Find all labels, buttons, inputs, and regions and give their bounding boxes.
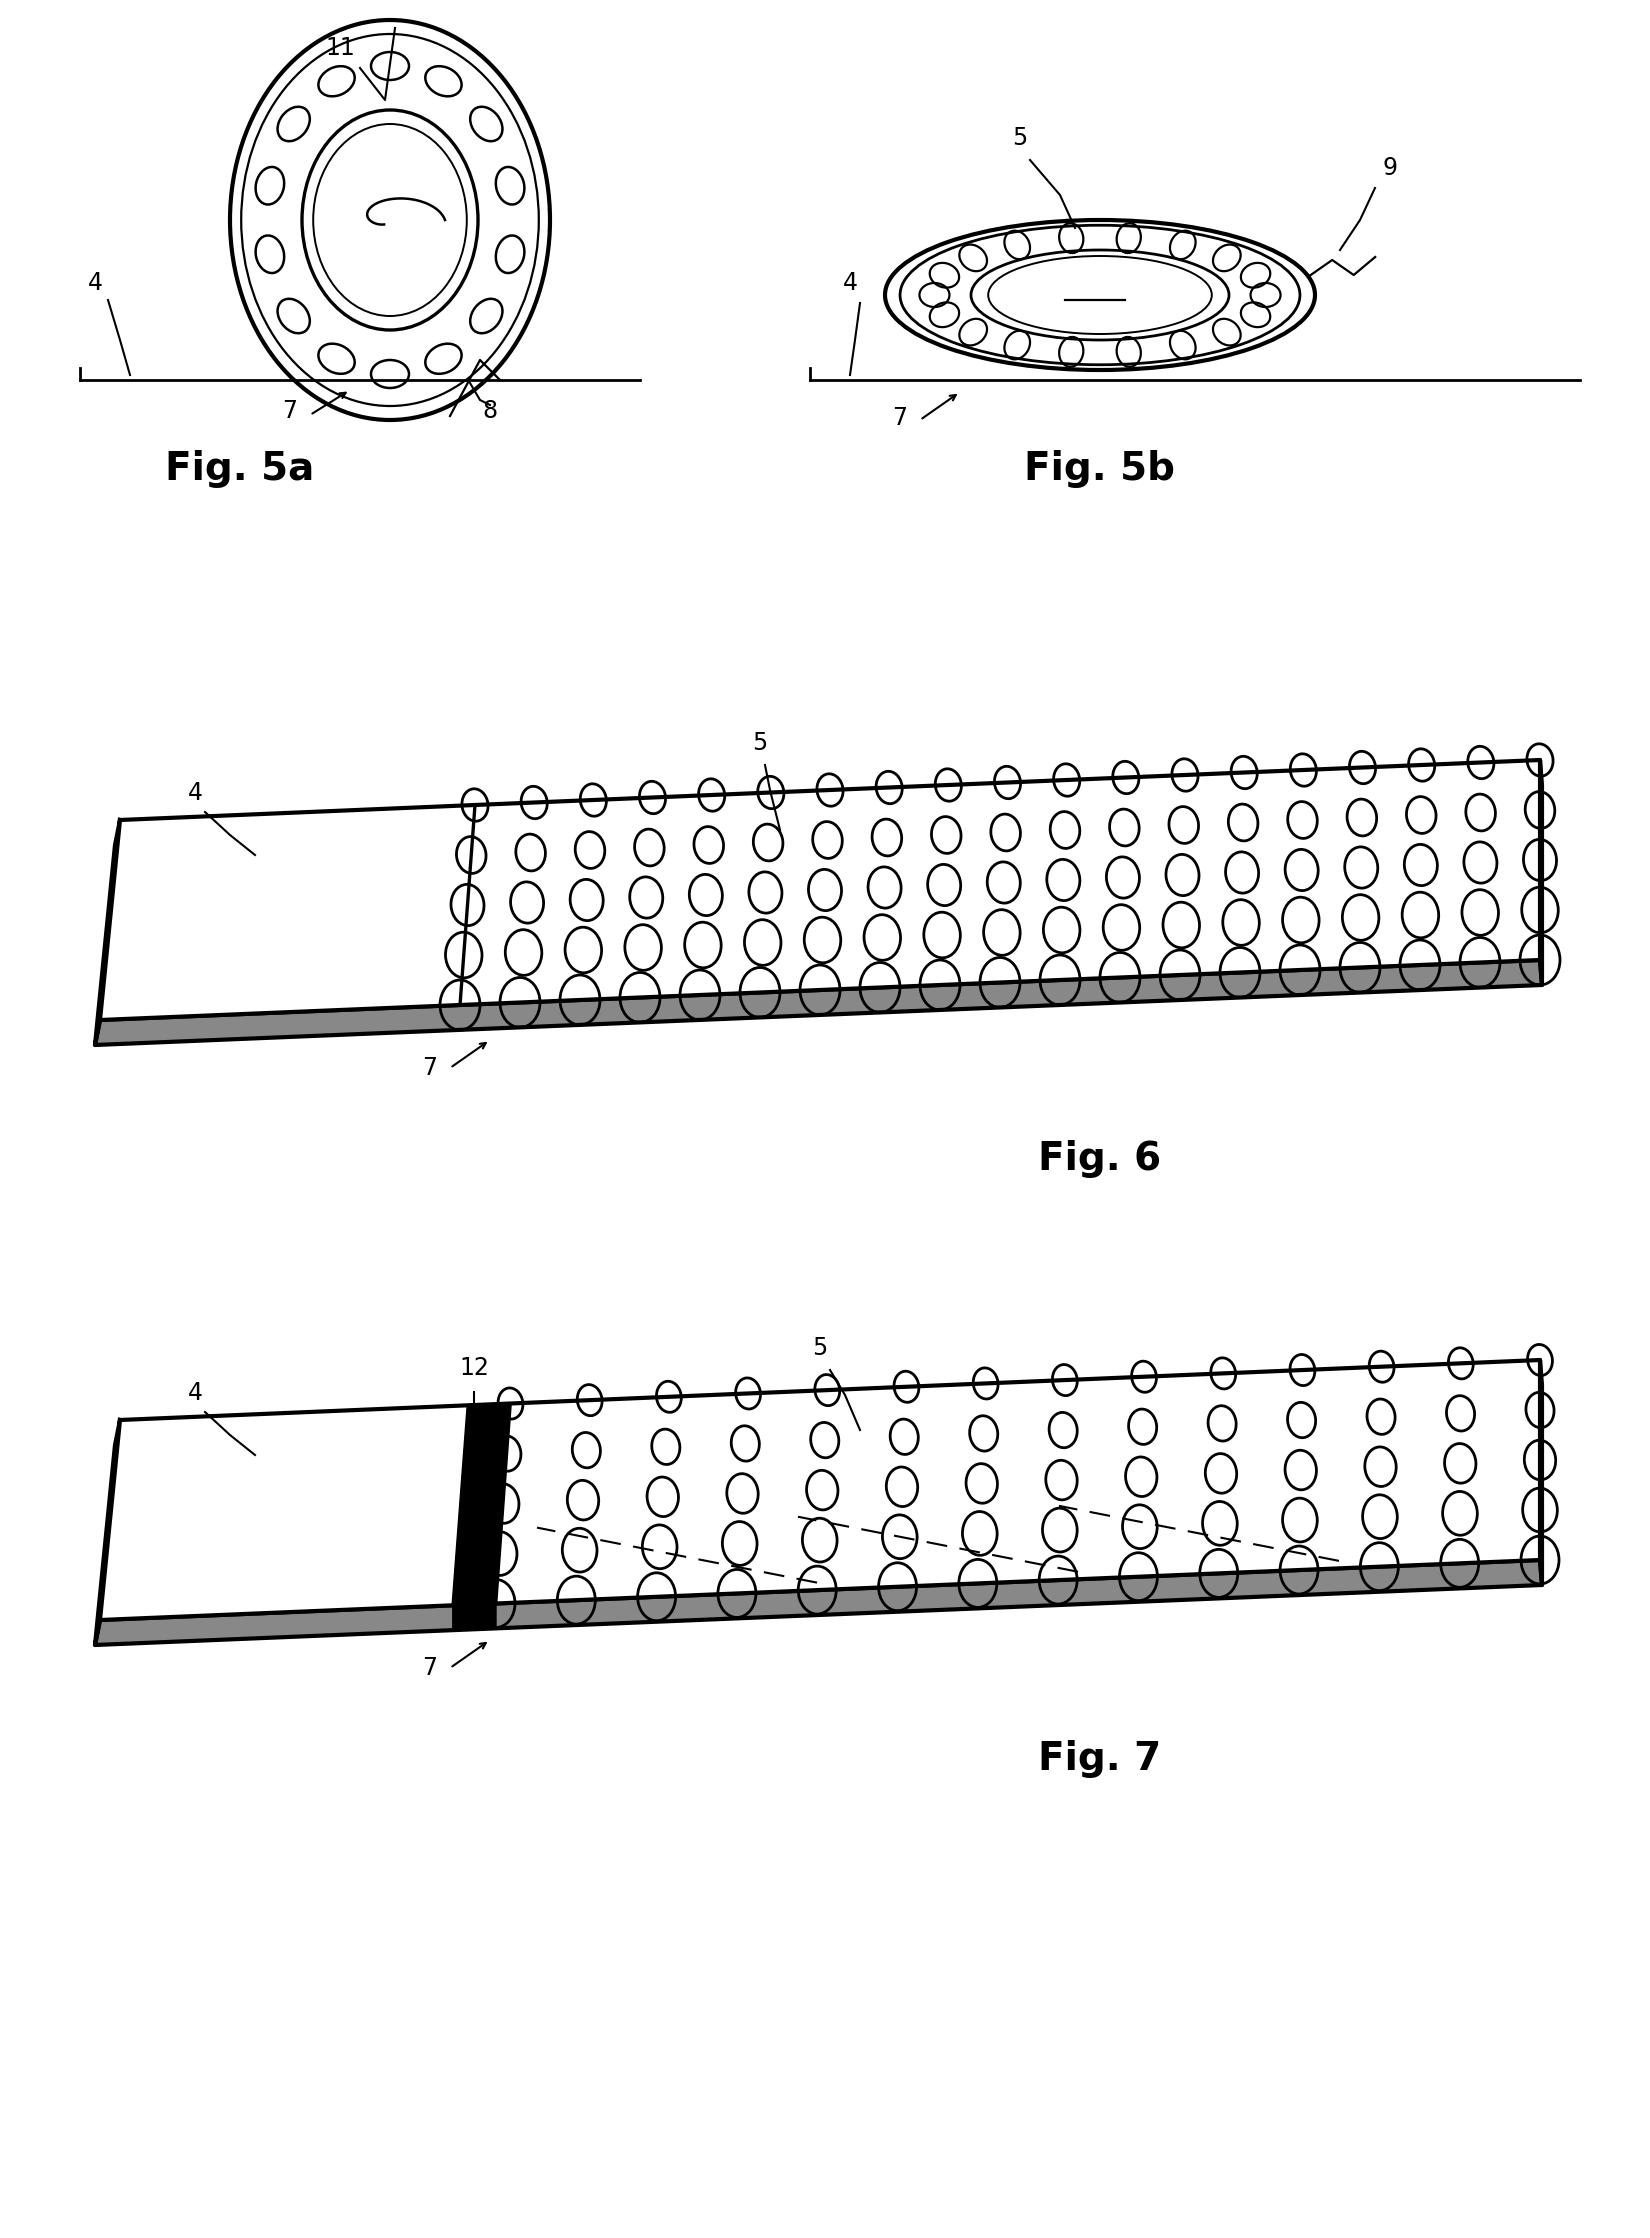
Text: 7: 7 (422, 1056, 437, 1081)
Polygon shape (452, 1602, 497, 1629)
Text: 4: 4 (87, 271, 102, 295)
Polygon shape (101, 1361, 1539, 1620)
Polygon shape (1539, 761, 1543, 985)
Text: 11: 11 (325, 36, 355, 60)
Text: 9: 9 (1383, 157, 1398, 179)
Polygon shape (452, 1403, 510, 1605)
Polygon shape (96, 1419, 120, 1645)
Polygon shape (96, 1560, 1543, 1645)
Text: 4: 4 (188, 1381, 203, 1405)
Text: Fig. 5a: Fig. 5a (165, 450, 315, 488)
Text: Fig. 6: Fig. 6 (1038, 1139, 1162, 1177)
Text: 5: 5 (752, 732, 767, 754)
Polygon shape (96, 819, 120, 1045)
Text: 5: 5 (812, 1336, 828, 1361)
Text: 4: 4 (843, 271, 858, 295)
Polygon shape (1539, 1361, 1543, 1585)
Text: 8: 8 (482, 398, 498, 423)
Text: 5: 5 (1013, 125, 1028, 150)
Text: 4: 4 (188, 781, 203, 806)
Text: 7: 7 (422, 1656, 437, 1681)
Text: 7: 7 (282, 398, 297, 423)
Text: 12: 12 (459, 1356, 490, 1381)
Text: Fig. 7: Fig. 7 (1038, 1739, 1162, 1777)
Text: Fig. 5b: Fig. 5b (1025, 450, 1175, 488)
Polygon shape (101, 761, 1539, 1021)
Polygon shape (96, 960, 1543, 1045)
Text: 7: 7 (893, 405, 908, 430)
